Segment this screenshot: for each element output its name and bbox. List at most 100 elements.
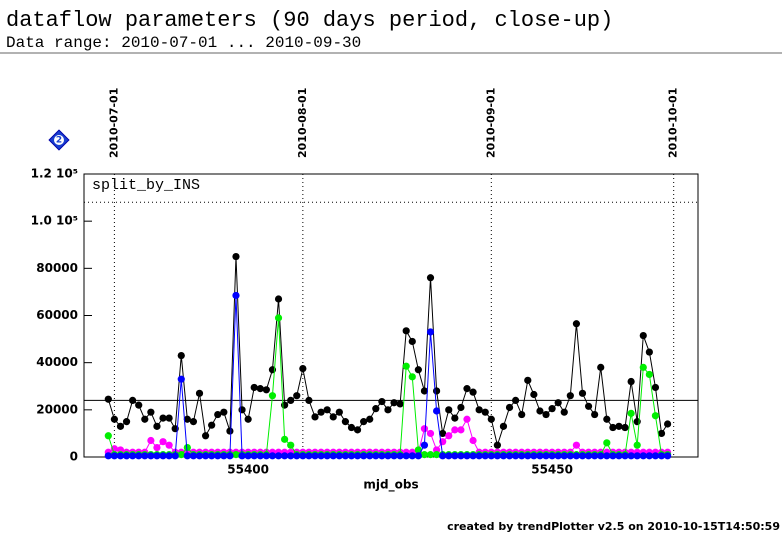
data-point bbox=[457, 426, 465, 434]
data-point bbox=[384, 452, 392, 460]
data-point bbox=[287, 441, 295, 449]
badge[interactable]: 2 bbox=[48, 129, 70, 151]
data-point bbox=[189, 418, 198, 426]
data-point bbox=[232, 451, 240, 459]
data-point bbox=[414, 452, 422, 460]
top-tick-label: 2010-09-01 bbox=[484, 88, 497, 158]
data-point bbox=[366, 415, 374, 423]
data-point bbox=[426, 274, 435, 282]
data-point bbox=[214, 410, 222, 419]
data-point bbox=[627, 452, 635, 460]
data-point bbox=[141, 452, 149, 460]
data-point bbox=[189, 452, 198, 460]
data-point bbox=[603, 439, 611, 447]
data-point bbox=[250, 452, 258, 460]
data-point bbox=[487, 452, 495, 460]
data-point bbox=[457, 452, 465, 460]
data-point bbox=[621, 452, 629, 460]
data-point bbox=[183, 415, 191, 423]
data-point bbox=[451, 414, 459, 422]
data-point bbox=[542, 410, 550, 419]
data-point bbox=[360, 418, 368, 426]
data-point bbox=[165, 441, 173, 449]
data-point bbox=[183, 443, 191, 452]
data-point bbox=[493, 441, 501, 449]
data-point bbox=[469, 436, 477, 445]
data-point bbox=[378, 397, 386, 406]
data-point bbox=[578, 389, 587, 397]
data-point bbox=[615, 422, 623, 430]
data-point bbox=[299, 364, 307, 373]
data-point bbox=[426, 328, 435, 336]
data-point bbox=[420, 451, 429, 459]
data-point bbox=[262, 386, 270, 394]
data-point bbox=[615, 452, 623, 460]
data-point bbox=[432, 407, 441, 415]
data-point bbox=[244, 452, 252, 460]
data-point bbox=[244, 415, 252, 423]
data-point bbox=[366, 452, 374, 460]
data-point bbox=[432, 451, 441, 459]
data-point bbox=[426, 451, 435, 459]
data-point bbox=[603, 452, 611, 460]
data-point bbox=[183, 452, 191, 460]
data-point bbox=[378, 452, 386, 460]
data-point bbox=[208, 421, 216, 429]
data-point bbox=[287, 396, 295, 404]
data-point bbox=[116, 422, 125, 430]
data-point bbox=[153, 452, 161, 460]
data-point bbox=[408, 337, 416, 346]
data-point bbox=[524, 376, 532, 384]
annotation: split_by_INS bbox=[92, 177, 200, 194]
data-point bbox=[420, 441, 429, 449]
data-point bbox=[554, 399, 562, 407]
data-point bbox=[360, 452, 368, 460]
y-tick-label: 20000 bbox=[36, 402, 78, 416]
data-point bbox=[475, 406, 483, 414]
data-point bbox=[420, 387, 429, 395]
data-point bbox=[657, 452, 666, 460]
data-point bbox=[603, 415, 611, 423]
data-point bbox=[347, 423, 356, 432]
data-point bbox=[177, 451, 185, 459]
y-tick-label: 80000 bbox=[36, 261, 78, 275]
data-point bbox=[353, 452, 362, 460]
data-point bbox=[226, 427, 234, 435]
data-point bbox=[177, 375, 185, 383]
data-point bbox=[426, 429, 435, 438]
data-point bbox=[445, 432, 453, 440]
data-point bbox=[518, 410, 526, 419]
badge-circle[interactable] bbox=[54, 135, 64, 145]
data-point bbox=[153, 422, 161, 430]
x-axis-label: mjd_obs bbox=[363, 478, 418, 493]
data-point bbox=[353, 426, 362, 434]
data-point bbox=[317, 408, 325, 416]
data-point bbox=[439, 452, 447, 460]
data-point bbox=[129, 396, 137, 404]
data-point bbox=[256, 452, 264, 460]
data-point bbox=[402, 362, 410, 370]
badge-label[interactable]: 2 bbox=[56, 136, 62, 146]
data-point bbox=[609, 452, 617, 460]
data-point bbox=[548, 452, 556, 460]
data-point bbox=[664, 452, 672, 460]
data-point bbox=[627, 377, 635, 386]
data-point bbox=[311, 452, 319, 460]
data-point bbox=[572, 452, 581, 460]
data-point bbox=[657, 429, 666, 438]
top-tick-label: 2010-10-01 bbox=[667, 88, 680, 158]
data-point bbox=[566, 392, 574, 400]
data-point bbox=[208, 452, 216, 460]
series-line bbox=[107, 317, 668, 456]
data-point bbox=[633, 441, 641, 449]
data-point bbox=[505, 452, 514, 460]
data-point bbox=[645, 452, 653, 460]
data-point bbox=[274, 452, 283, 460]
data-point bbox=[104, 452, 112, 460]
data-point bbox=[396, 400, 404, 408]
data-point bbox=[584, 402, 593, 410]
data-point bbox=[250, 383, 258, 392]
data-point bbox=[165, 452, 173, 460]
data-point bbox=[432, 387, 441, 395]
